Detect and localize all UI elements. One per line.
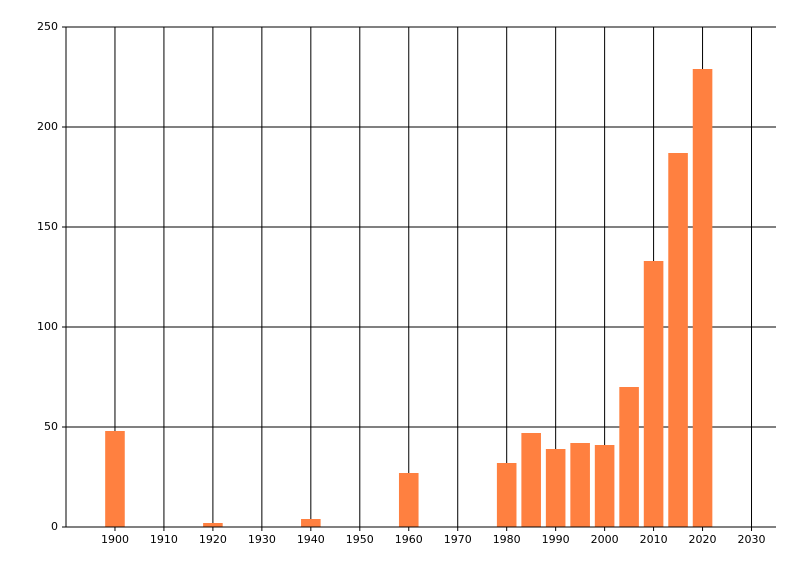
y-tick-label: 100 [37,320,58,333]
bar [521,433,541,527]
x-tick-label: 1940 [297,533,325,546]
bar [594,445,615,527]
bar [668,153,688,527]
bar [643,261,664,527]
x-tick-label: 1900 [101,533,129,546]
x-tick-label: 2030 [738,533,766,546]
y-tick-label: 0 [51,520,58,533]
y-tick-label: 150 [37,220,58,233]
axes: 0 50 100 150 200 250 1900 1910 1920 1930 1940 1950 1… [37,20,776,546]
x-tick-label: 1970 [444,533,472,546]
x-tick-label: 1920 [199,533,227,546]
y-tick-label: 50 [44,420,58,433]
bar [496,463,517,527]
bar [301,519,321,527]
x-tick-label: 1950 [346,533,374,546]
x-tick-label: 1990 [542,533,570,546]
y-tick-label: 200 [37,120,58,133]
x-tick-label: 2000 [591,533,619,546]
bar [545,449,566,527]
x-tick-label: 1980 [493,533,521,546]
bars [105,69,713,527]
bar [203,523,223,527]
bar [105,431,125,527]
bar [619,387,639,527]
x-tick-label: 2010 [640,533,668,546]
x-tick-label: 1960 [395,533,423,546]
bar [692,69,713,527]
bar [398,473,419,527]
x-tick-label: 1910 [150,533,178,546]
y-tick-label: 250 [37,20,58,33]
x-tick-label: 1930 [248,533,276,546]
x-tick-label: 2020 [689,533,717,546]
bar [570,443,590,527]
